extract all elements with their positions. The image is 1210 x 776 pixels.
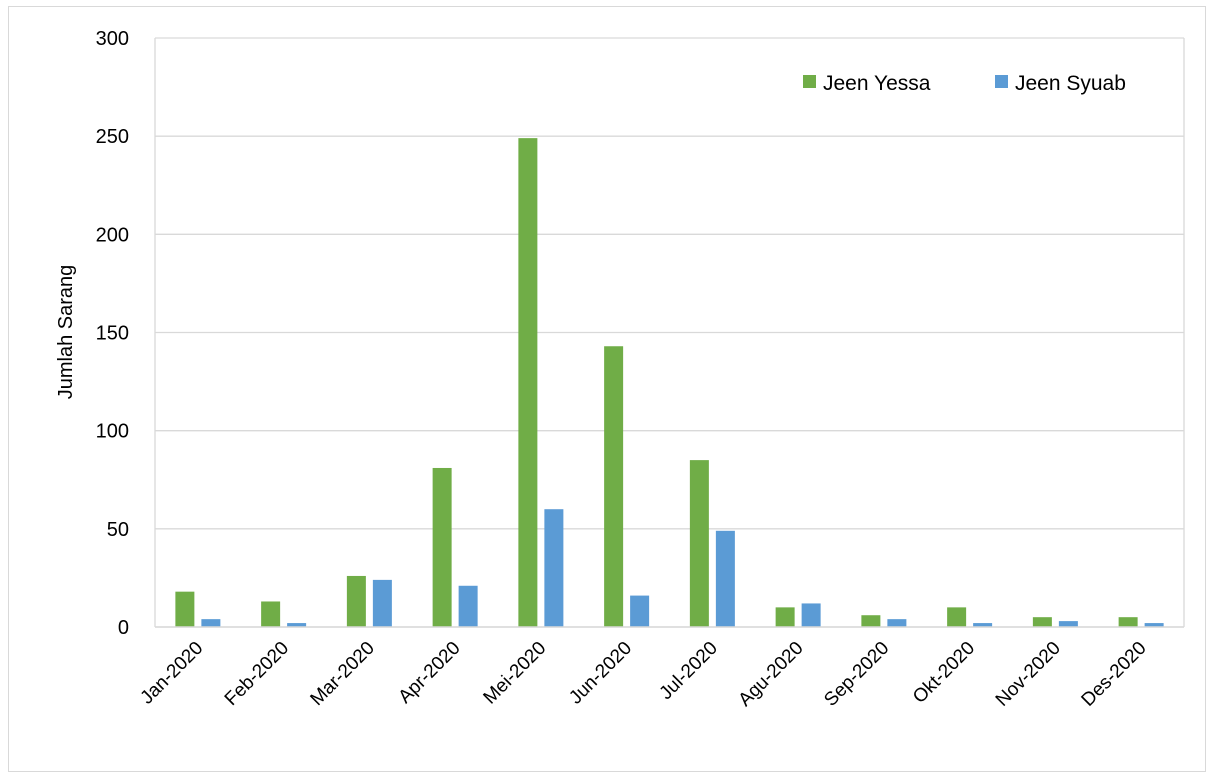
bar-jeen-yessa	[1032, 617, 1052, 627]
y-tick-label: 250	[96, 126, 129, 148]
bar-jeen-syuab	[372, 579, 392, 627]
x-tick-label: Sep-2020	[820, 638, 893, 711]
bar-jeen-yessa	[861, 615, 881, 627]
bars	[155, 138, 1184, 628]
legend-label-jeen-yessa: Jeen Yessa	[823, 72, 931, 95]
bar-jeen-syuab	[715, 530, 735, 627]
bar-jeen-syuab	[287, 623, 307, 627]
y-axis-label: Jumlah Sarang	[55, 265, 77, 400]
bar-jeen-syuab	[887, 619, 907, 627]
bar-jeen-yessa	[689, 460, 709, 627]
bar-jeen-syuab	[1058, 621, 1078, 627]
x-tick-label: Okt-2020	[909, 638, 979, 708]
bar-jeen-syuab	[973, 623, 993, 627]
legend: Jeen Yessa Jeen Syuab	[803, 72, 1126, 95]
x-tick-label: Jul-2020	[656, 638, 722, 704]
y-tick-label: 200	[96, 224, 129, 246]
bar-jeen-yessa	[947, 607, 967, 627]
y-tick-label: 0	[118, 617, 129, 639]
y-axis-ticks: 0 50 100 150 200 250 300	[96, 28, 129, 639]
y-tick-label: 50	[107, 519, 129, 541]
bar-jeen-yessa	[1118, 617, 1138, 627]
x-tick-label: Mar-2020	[307, 638, 379, 710]
x-tick-label: Agu-2020	[735, 638, 808, 711]
bar-jeen-yessa	[346, 575, 366, 627]
bar-jeen-yessa	[604, 346, 624, 627]
legend-label-jeen-syuab: Jeen Syuab	[1015, 72, 1126, 95]
x-tick-label: Nov-2020	[992, 638, 1065, 711]
bar-jeen-yessa	[175, 591, 195, 627]
bar-jeen-syuab	[458, 585, 478, 627]
legend-swatch-jeen-syuab	[995, 75, 1008, 88]
gridlines	[154, 37, 1185, 628]
bar-jeen-syuab	[801, 603, 821, 627]
bar-jeen-yessa	[432, 467, 452, 627]
x-tick-label: Feb-2020	[221, 638, 293, 710]
x-tick-label: Jan-2020	[137, 638, 208, 709]
bar-jeen-yessa	[261, 601, 281, 627]
y-tick-label: 300	[96, 28, 129, 50]
bar-jeen-syuab	[630, 595, 650, 627]
x-tick-label: Des-2020	[1078, 638, 1151, 711]
x-tick-label: Jun-2020	[565, 638, 636, 709]
y-tick-label: 150	[96, 323, 129, 345]
bar-jeen-yessa	[518, 138, 538, 627]
x-axis-ticks: Jan-2020 Feb-2020 Mar-2020 Apr-2020 Mei-2020…	[137, 638, 1151, 711]
bar-jeen-syuab	[1144, 623, 1164, 627]
legend-swatch-jeen-yessa	[803, 75, 816, 88]
bar-jeen-yessa	[775, 607, 795, 627]
bar-jeen-syuab	[201, 619, 221, 627]
y-tick-label: 100	[96, 421, 129, 443]
x-tick-label: Mei-2020	[480, 638, 551, 709]
bar-jeen-syuab	[544, 509, 564, 627]
x-tick-label: Apr-2020	[395, 638, 465, 708]
